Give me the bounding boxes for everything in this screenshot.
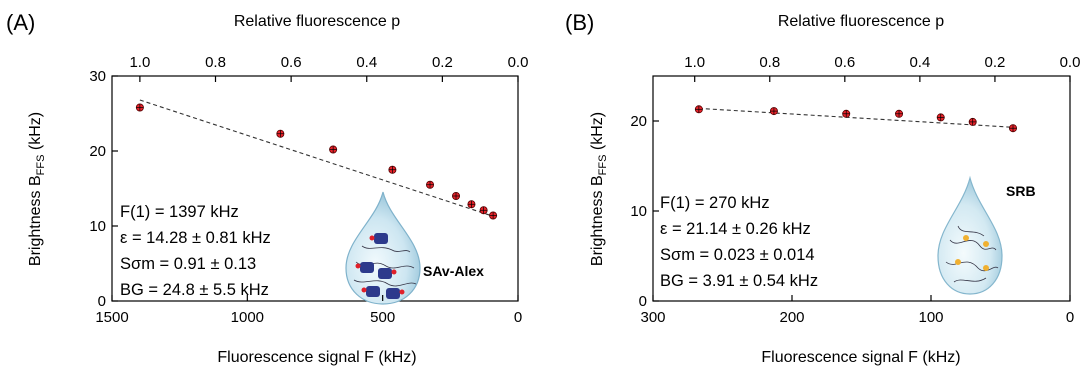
panel-a-top-axis-title: Relative fluorescence p — [234, 13, 400, 30]
panel-a-x-tick-label: 0 — [514, 309, 522, 326]
panel-b-y-tick-label: 10 — [630, 203, 647, 220]
panel-a-top-tick-label: 0.8 — [205, 54, 226, 71]
droplet-shape — [937, 175, 1003, 295]
dye-icon — [955, 259, 961, 265]
panel-a-top-tick-label: 0.4 — [356, 54, 377, 71]
panel-b-annotation-f1: F(1) = 270 kHz — [660, 194, 770, 212]
panel-a-y-axis-title: Brightness BFFS (kHz) — [27, 112, 47, 266]
panel-a-y-tick-label: 10 — [89, 218, 106, 235]
panel-a-data-point — [329, 145, 338, 154]
panel-a-top-tick-label: 0.6 — [281, 54, 302, 71]
panel-a-top-tick-label: 1.0 — [129, 54, 150, 71]
panel-b-x-tick-label: 300 — [640, 309, 665, 326]
panel-a-data-point — [388, 165, 397, 174]
panel-a-top-tick-label: 0.0 — [508, 54, 529, 71]
panel-b-y-tick-label: 20 — [630, 113, 647, 130]
panel-a-y-tick-label: 30 — [89, 68, 106, 85]
panel-a-top-tick-label: 0.2 — [432, 54, 453, 71]
panel-a-x-axis-title: Fluorescence signal F (kHz) — [217, 349, 416, 366]
panel-b-x-axis-title: Fluorescence signal F (kHz) — [761, 349, 960, 366]
panel-a-x-tick-label: 500 — [370, 309, 395, 326]
panel-a-data-point — [452, 191, 461, 200]
panel-b-top-tick-label: 0.0 — [1060, 54, 1081, 71]
panel-b-data-point — [895, 109, 904, 118]
panel-a-data-point — [489, 211, 498, 220]
dye-icon — [983, 241, 989, 247]
panel-a-x-tick-label: 1000 — [231, 309, 264, 326]
panel-a-data-point — [479, 206, 488, 215]
panel-b-plot-frame — [652, 75, 1071, 302]
panel-b-x-tick-label: 0 — [1066, 309, 1074, 326]
panel-b-y-tick-label: 0 — [639, 293, 647, 310]
panel-b-fit-line — [698, 107, 1014, 128]
panel-b-annotation-epsilon: ε = 21.14 ± 0.26 kHz — [660, 220, 811, 238]
panel-b-label: (B) — [565, 10, 594, 35]
dye-icon — [963, 235, 969, 241]
panel-a-annotation-s: Sσm = 0.91 ± 0.13 — [120, 255, 256, 273]
panel-b-data-point — [842, 109, 851, 118]
panel-a-annotation-f1: F(1) = 1397 kHz — [120, 203, 239, 221]
panel-a-x-tick-label: 1500 — [95, 309, 128, 326]
panel-b-droplet-label: SRB — [1006, 183, 1036, 199]
dye-icon — [983, 265, 989, 271]
panel-a-data-point — [135, 103, 144, 112]
panel-b-x-tick-label: 200 — [779, 309, 804, 326]
panel-a-fit-line — [139, 99, 494, 217]
panel-a-annotations: F(1) = 1397 kHz ε = 14.28 ± 0.81 kHz Sσm… — [120, 203, 271, 299]
panel-a-y-tick-label: 20 — [89, 143, 106, 160]
panel-a-annotation-bg: BG = 24.8 ± 5.5 kHz — [120, 281, 269, 299]
panel-a-data-point — [276, 129, 285, 138]
panel-b-data-point — [1009, 124, 1018, 133]
panel-b-top-tick-label: 0.6 — [834, 54, 855, 71]
panel-b-top-axis-title: Relative fluorescence p — [778, 13, 944, 30]
protein-icon — [374, 233, 388, 244]
panel-b-data-point — [769, 107, 778, 116]
panel-b-annotation-s: Sσm = 0.023 ± 0.014 — [660, 246, 815, 264]
panel-a-data-point — [426, 180, 435, 189]
panel-b-top-tick-label: 0.8 — [759, 54, 780, 71]
panel-a-y-tick-label: 0 — [98, 293, 106, 310]
panel-b-top-tick-label: 0.2 — [985, 54, 1006, 71]
panel-a-plot-frame — [111, 75, 519, 302]
panel-b-top-tick-label: 1.0 — [684, 54, 705, 71]
panel-b-annotations: F(1) = 270 kHz ε = 21.14 ± 0.26 kHz Sσm … — [660, 194, 818, 290]
panel-b-annotation-bg: BG = 3.91 ± 0.54 kHz — [660, 272, 818, 290]
panel-a-droplet-label: SAv-Alex — [423, 263, 484, 279]
panel-b-data-point — [694, 105, 703, 114]
panel-b-droplet: SRB — [937, 175, 1036, 295]
panel-b-data-point — [936, 113, 945, 122]
protein-icon — [378, 268, 392, 279]
panel-a-data-point — [467, 200, 476, 209]
panel-a: (A) Relative fluorescence p Fluorescence… — [6, 10, 528, 366]
protein-icon — [366, 286, 380, 297]
protein-icon — [360, 262, 374, 273]
panel-b-top-tick-label: 0.4 — [909, 54, 930, 71]
panel-b-y-axis-title: Brightness BFFS (kHz) — [589, 112, 609, 266]
protein-icon — [386, 288, 400, 299]
panel-b-x-tick-label: 100 — [918, 309, 943, 326]
panel-b: (B) Relative fluorescence p Fluorescence… — [565, 10, 1080, 366]
panel-a-label: (A) — [6, 10, 35, 35]
panel-b-data-point — [968, 117, 977, 126]
panel-a-annotation-epsilon: ε = 14.28 ± 0.81 kHz — [120, 229, 271, 247]
panel-a-droplet: SAv-Alex — [345, 191, 484, 305]
